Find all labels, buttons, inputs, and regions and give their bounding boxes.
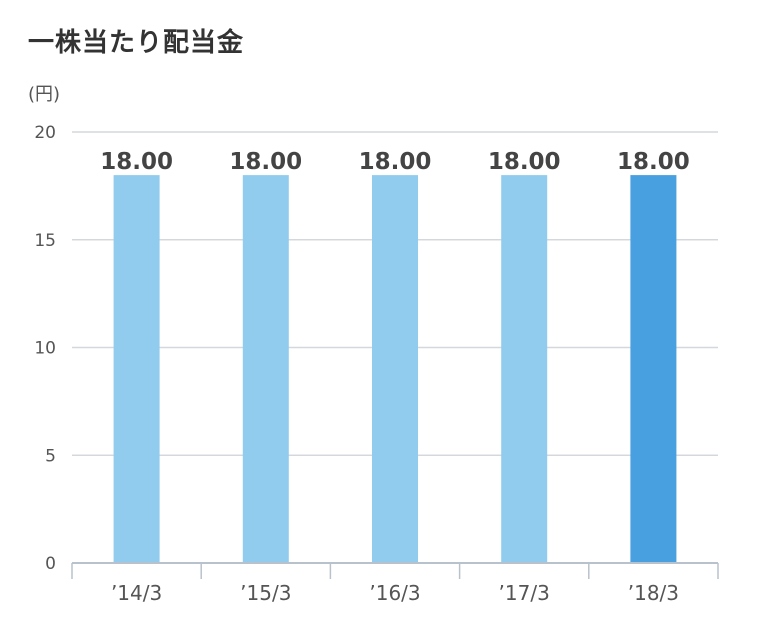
bar [113,175,160,563]
y-axis-unit-label: (円) [28,84,61,105]
bar [372,175,418,563]
data-label: 18.00 [359,149,432,175]
y-tick-label: 0 [45,554,56,574]
bars [113,175,677,563]
y-tick-label: 5 [45,446,56,466]
x-tick-label: ’18/3 [628,581,679,605]
y-tick-label: 15 [34,231,56,251]
y-tick-label: 20 [34,123,56,143]
data-label: 18.00 [617,149,690,175]
x-tick-label: ’15/3 [240,581,291,605]
data-label: 18.00 [100,149,173,175]
x-tick-label: ’14/3 [111,581,162,605]
axes [71,562,719,579]
data-label: 18.00 [488,149,561,175]
data-label: 18.00 [229,149,302,175]
labels: 0 5 10 15 20 18.00 18.00 18.00 18.00 18.00 ’14/3 ’1… [34,123,689,605]
x-tick-label: ’16/3 [369,581,420,605]
bar [242,175,289,563]
x-tick-label: ’17/3 [499,581,550,605]
chart-title: 一株当たり配当金 [28,28,245,58]
bar [501,175,548,563]
y-tick-label: 10 [34,339,56,359]
bar [630,175,677,563]
